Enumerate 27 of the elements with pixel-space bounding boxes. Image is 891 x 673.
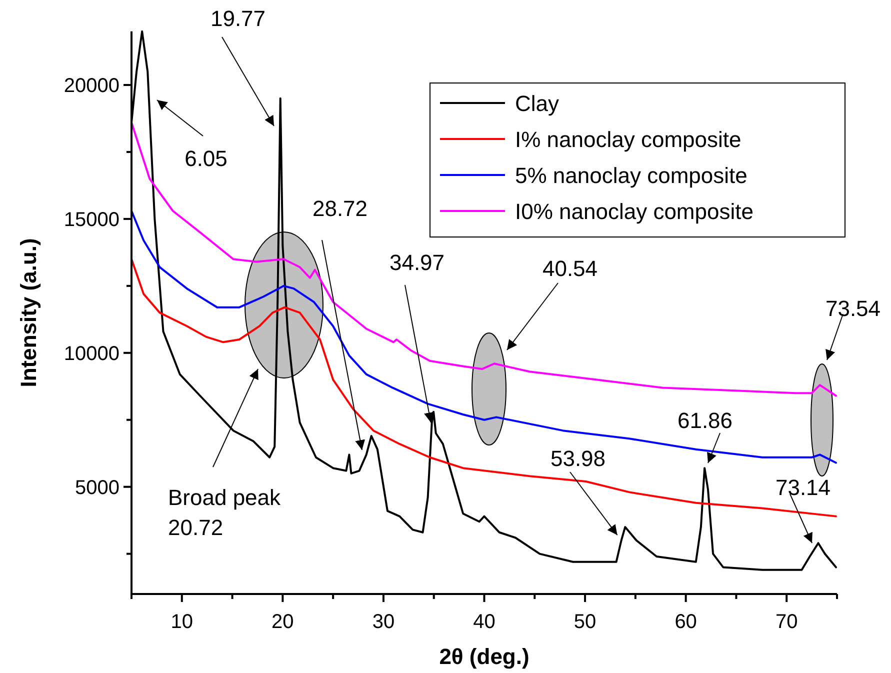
x-tick-label: 60: [674, 611, 697, 633]
x-tick-label: 10: [170, 611, 194, 633]
annotation: 53.98: [550, 446, 606, 471]
y-tick-label: 10000: [64, 342, 120, 365]
x-tick-label: 70: [775, 611, 798, 633]
annotation: 6.05: [184, 146, 228, 171]
annotation: 61.86: [677, 408, 733, 433]
x-axis-title: 2θ (deg.): [439, 644, 530, 669]
legend-label: Clay: [515, 91, 560, 116]
legend-label: I0% nanoclay composite: [515, 199, 754, 224]
annotation: 73.54: [825, 296, 881, 321]
x-tick-label: 20: [272, 611, 294, 633]
annotation: Broad peak 20.72: [168, 485, 282, 540]
y-tick-label: 15000: [64, 208, 120, 231]
annotation: 34.97: [389, 250, 445, 275]
y-tick-label: 20000: [64, 74, 120, 97]
x-tick-label: 30: [372, 611, 395, 633]
y-axis-title: Intensity (a.u.): [16, 238, 41, 388]
annotation: 28.72: [312, 196, 368, 221]
annotation: 73.14: [775, 475, 831, 500]
legend-label: 5% nanoclay composite: [515, 163, 748, 188]
x-tick-label: 40: [473, 611, 496, 633]
y-tick-label: 5000: [75, 476, 120, 499]
legend-label: I% nanoclay composite: [515, 127, 742, 152]
annotation: 40.54: [542, 256, 598, 281]
x-tick-label: 50: [574, 611, 596, 633]
text: 19.77: [210, 6, 266, 31]
